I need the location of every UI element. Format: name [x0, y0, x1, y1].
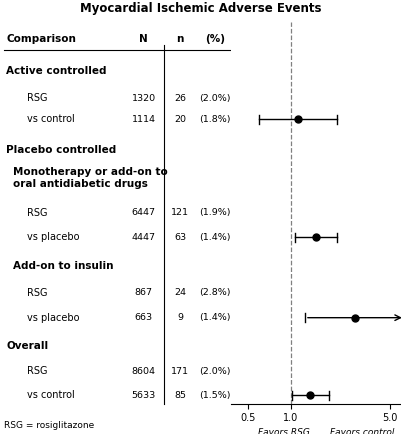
Text: Overall: Overall — [6, 341, 48, 352]
Text: (1.5%): (1.5%) — [199, 391, 231, 400]
Text: vs placebo: vs placebo — [26, 233, 79, 243]
Text: (2.0%): (2.0%) — [199, 367, 231, 376]
Text: RSG: RSG — [26, 207, 47, 218]
Text: vs control: vs control — [26, 114, 74, 124]
Text: vs placebo: vs placebo — [26, 312, 79, 323]
Text: 63: 63 — [174, 233, 186, 242]
Text: 6447: 6447 — [132, 208, 155, 217]
Text: (%): (%) — [205, 34, 225, 44]
Text: vs control: vs control — [26, 390, 74, 400]
Text: (1.4%): (1.4%) — [199, 313, 231, 322]
Text: (2.0%): (2.0%) — [199, 94, 231, 102]
Text: 24: 24 — [174, 288, 186, 297]
Text: 9: 9 — [176, 313, 182, 322]
Text: RSG: RSG — [26, 288, 47, 298]
Text: 5633: 5633 — [131, 391, 156, 400]
Text: N: N — [139, 34, 148, 44]
Text: 1320: 1320 — [131, 94, 155, 102]
Text: RSG: RSG — [26, 93, 47, 103]
Text: RSG = rosiglitazone: RSG = rosiglitazone — [4, 421, 94, 430]
Text: Monotherapy or add-on to
oral antidiabetic drugs: Monotherapy or add-on to oral antidiabet… — [13, 167, 168, 189]
Text: Add-on to insulin: Add-on to insulin — [13, 261, 113, 271]
Text: Active controlled: Active controlled — [6, 66, 107, 76]
Text: (1.9%): (1.9%) — [199, 208, 231, 217]
Text: (2.8%): (2.8%) — [199, 288, 231, 297]
Text: Favors RSG: Favors RSG — [257, 428, 309, 434]
Text: 4447: 4447 — [132, 233, 155, 242]
Text: 8604: 8604 — [132, 367, 155, 376]
Text: Favors control: Favors control — [329, 428, 393, 434]
Text: (1.8%): (1.8%) — [199, 115, 231, 124]
Text: 121: 121 — [170, 208, 188, 217]
Text: 26: 26 — [174, 94, 186, 102]
Text: 171: 171 — [170, 367, 188, 376]
Text: 1114: 1114 — [132, 115, 155, 124]
Text: RSG: RSG — [26, 366, 47, 376]
Text: Comparison: Comparison — [6, 34, 76, 44]
Text: Myocardial Ischemic Adverse Events: Myocardial Ischemic Adverse Events — [80, 2, 321, 15]
Text: 20: 20 — [174, 115, 186, 124]
Text: 663: 663 — [134, 313, 152, 322]
Text: n: n — [176, 34, 183, 44]
Text: 85: 85 — [174, 391, 186, 400]
Text: Placebo controlled: Placebo controlled — [6, 145, 116, 155]
Text: (1.4%): (1.4%) — [199, 233, 231, 242]
Text: 867: 867 — [134, 288, 152, 297]
